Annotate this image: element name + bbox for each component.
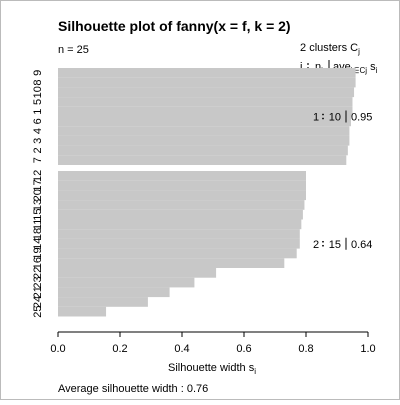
bar-label: 13 [32,199,44,211]
bar-label: 16 [32,257,44,269]
colon-dot [322,117,324,120]
bar-label: 3 [32,138,44,144]
cluster-size: 15 [329,239,341,251]
bar-label: 22 [32,267,44,279]
bar [58,200,305,210]
bar [58,209,303,220]
x-tick-label: 1.0 [360,343,375,355]
colon-dot [322,240,324,243]
bar [58,297,148,307]
bar-label: 9 [32,70,44,76]
bar [58,77,356,88]
bar [58,238,300,249]
colon-dot [322,113,324,116]
x-tick-label: 0.2 [112,343,127,355]
bar-label: 19 [32,247,44,259]
x-axis-label: Silhouette width si [168,362,256,376]
chart-title: Silhouette plot of fanny(x = f, k = 2) [58,18,291,34]
bar [58,126,350,136]
cluster-size: 10 [329,112,341,124]
bar [58,171,306,181]
bar-label: 1 [32,109,44,115]
bar [58,229,300,239]
bar-label: 17 [32,179,44,191]
header-avg-sub: i∈Cj [351,66,368,75]
bar-label: 14 [32,238,44,250]
bar [58,135,350,146]
colon-dot [307,63,309,65]
bar-label: 12 [32,170,44,182]
bar-label: 11 [32,219,44,230]
bar [58,277,195,288]
header-width-sub: i [376,66,378,75]
bar-label: 20 [32,189,44,201]
colon-dot [322,244,324,247]
bar [58,180,306,191]
cluster-header: 2 clusters Cj [300,42,360,56]
bar [58,248,297,259]
bar [58,268,217,278]
cluster-name: 2 [313,239,319,251]
bar [58,97,353,107]
header-size-text: n [315,61,321,73]
bar-label: 6 [32,118,44,124]
bar-label: 18 [32,228,44,240]
bar [58,106,353,117]
cluster-name: 1 [313,112,319,124]
bar-label: 15 [32,209,44,221]
header-width: s [370,61,376,73]
n-text: n = 25 [58,44,89,56]
x-tick-label: 0.6 [236,343,251,355]
x-tick-label: 0.4 [174,343,189,355]
cluster-average: 0.95 [351,112,372,124]
bar-label: 4 [32,128,44,134]
bar-label: 24 [32,296,44,308]
bar-label: 23 [32,276,44,288]
bar-label: 2 [32,147,44,153]
bar-label: 8 [32,79,44,85]
bar [58,287,170,298]
bar [58,306,107,317]
bar-label: 5 [32,99,44,105]
bar [58,87,355,98]
average-text: Average silhouette width : 0.76 [58,383,208,395]
bar-label: 7 [32,157,44,163]
bar-label: 21 [32,286,44,298]
bar [58,116,351,127]
bar [58,155,347,165]
bar [58,145,348,156]
x-tick-label: 0.8 [298,343,313,355]
cluster-average: 0.64 [351,239,372,251]
bar [58,190,306,201]
bar-label: 10 [32,86,44,98]
x-tick-label: 0.0 [50,343,65,355]
bar-label: 25 [32,306,44,318]
header-index: j [299,61,302,73]
bar [58,219,302,230]
bar [58,68,356,78]
bar [58,258,285,268]
